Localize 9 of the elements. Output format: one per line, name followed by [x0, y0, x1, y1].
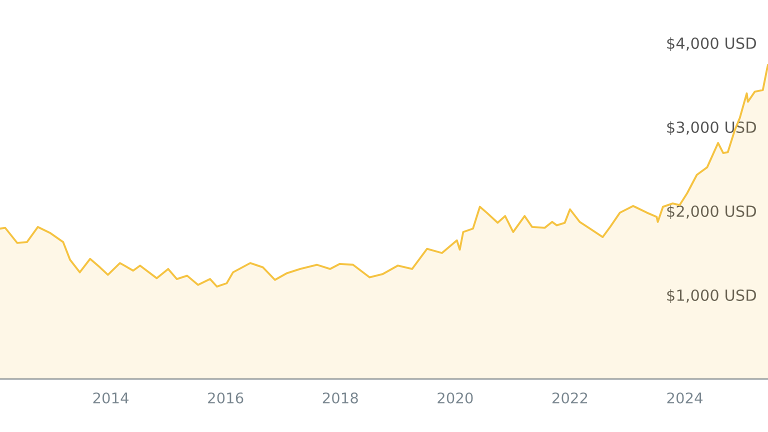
x-tick-label: 2022	[552, 392, 588, 404]
y-tick-label: $1,000 USD	[667, 289, 756, 304]
y-tick-label: $4,000 USD	[667, 37, 756, 52]
x-tick-label: 2016	[208, 392, 244, 404]
y-tick-label: $2,000 USD	[667, 205, 756, 220]
x-tick-label: 2018	[322, 392, 358, 404]
x-tick-label: 2020	[438, 392, 473, 404]
x-tick-label: 2014	[93, 392, 129, 404]
x-tick-label: 2024	[667, 392, 703, 404]
